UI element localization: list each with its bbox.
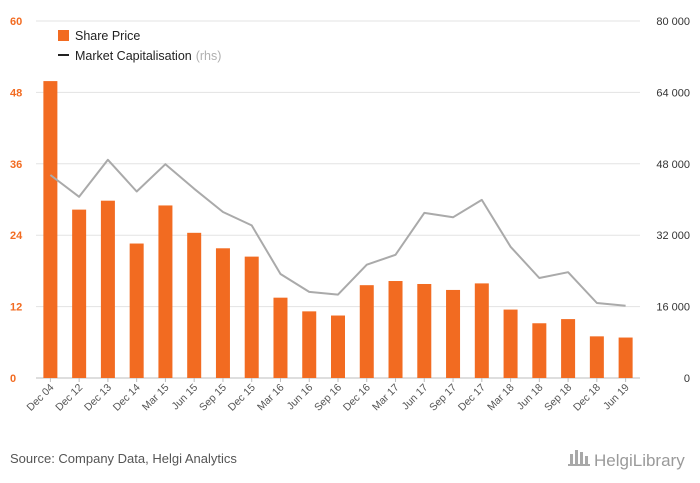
left-tick-label: 36 <box>10 159 22 171</box>
x-tick-label: Mar 18 <box>485 382 517 414</box>
right-tick-label: 80 000 <box>656 16 690 28</box>
x-tick-label: Dec 04 <box>24 382 56 414</box>
share-price-bar <box>446 289 461 378</box>
right-tick-label: 48 000 <box>656 159 690 171</box>
x-tick-label: Sep 15 <box>197 382 229 414</box>
helgi-logo-text: HelgiLibrary <box>594 451 685 470</box>
x-tick-label: Dec 16 <box>341 382 373 414</box>
legend: Share Price Market Capitalisation (rhs) <box>58 29 221 63</box>
right-axis: 0 16 000 32 000 48 000 64 000 80 000 <box>656 16 690 385</box>
share-price-bar <box>129 243 144 378</box>
right-tick-label: 16 000 <box>656 302 690 314</box>
legend-share-price-label: Share Price <box>75 29 140 43</box>
share-price-bar <box>618 337 633 378</box>
market-cap-line-group <box>49 158 626 307</box>
x-tick-label: Sep 17 <box>427 382 459 414</box>
x-tick-label: Jun 17 <box>400 382 431 413</box>
share-price-bar <box>302 311 317 378</box>
share-price-bar <box>474 283 489 378</box>
share-price-bar <box>331 315 345 378</box>
x-tick-label: Mar 17 <box>370 382 402 414</box>
x-tick-label: Jun 15 <box>170 382 201 413</box>
x-tick-label: Sep 18 <box>542 382 574 414</box>
left-tick-label: 60 <box>10 16 22 28</box>
share-price-bar <box>503 309 518 378</box>
share-price-bar <box>187 232 202 378</box>
share-price-bar <box>100 200 115 378</box>
legend-market-cap-text: Market Capitalisation <box>75 49 192 63</box>
x-tick-label: Sep 16 <box>312 382 344 414</box>
share-price-bar <box>359 285 374 378</box>
legend-share-price-swatch <box>58 30 69 41</box>
share-price-bars <box>43 81 633 378</box>
legend-market-cap-suffix: (rhs) <box>196 49 222 63</box>
share-price-bar <box>388 281 403 378</box>
right-tick-label: 0 <box>684 373 690 385</box>
x-tick-label: Mar 15 <box>140 382 172 414</box>
x-tick-label: Jun 16 <box>285 382 316 413</box>
helgi-building-icon <box>568 450 590 466</box>
x-tick-label: Jun 18 <box>515 382 546 413</box>
left-tick-label: 24 <box>10 230 23 242</box>
share-price-bar <box>244 256 259 378</box>
left-tick-label: 0 <box>10 373 16 385</box>
share-price-bar <box>43 81 58 378</box>
share-price-bar <box>72 209 87 378</box>
share-price-bar <box>532 323 547 378</box>
x-tick-label: Mar 16 <box>255 382 287 414</box>
left-tick-label: 48 <box>10 87 22 99</box>
x-tick-label: Dec 15 <box>226 382 258 414</box>
x-tick-label: Jun 19 <box>601 382 632 413</box>
x-tick-label: Dec 14 <box>111 382 143 414</box>
left-axis: 0 12 24 36 48 60 <box>10 16 23 385</box>
right-tick-label: 32 000 <box>656 230 690 242</box>
share-price-bar <box>158 205 173 378</box>
share-price-bar <box>561 319 576 378</box>
x-tick-label: Dec 18 <box>571 382 603 414</box>
market-cap-line <box>49 158 626 307</box>
share-price-bar <box>417 283 432 378</box>
share-price-bar <box>273 297 288 378</box>
right-tick-label: 64 000 <box>656 87 690 99</box>
share-price-bar <box>215 248 230 378</box>
source-note: Source: Company Data, Helgi Analytics <box>10 451 237 466</box>
legend-market-cap-label: Market Capitalisation (rhs) <box>75 49 221 63</box>
x-tick-label: Dec 13 <box>82 382 114 414</box>
x-tick-label: Dec 12 <box>53 382 85 414</box>
x-tick-label: Dec 17 <box>456 382 488 414</box>
helgi-logo: HelgiLibrary <box>568 450 685 470</box>
share-price-bar <box>589 336 604 378</box>
left-tick-label: 12 <box>10 302 22 314</box>
